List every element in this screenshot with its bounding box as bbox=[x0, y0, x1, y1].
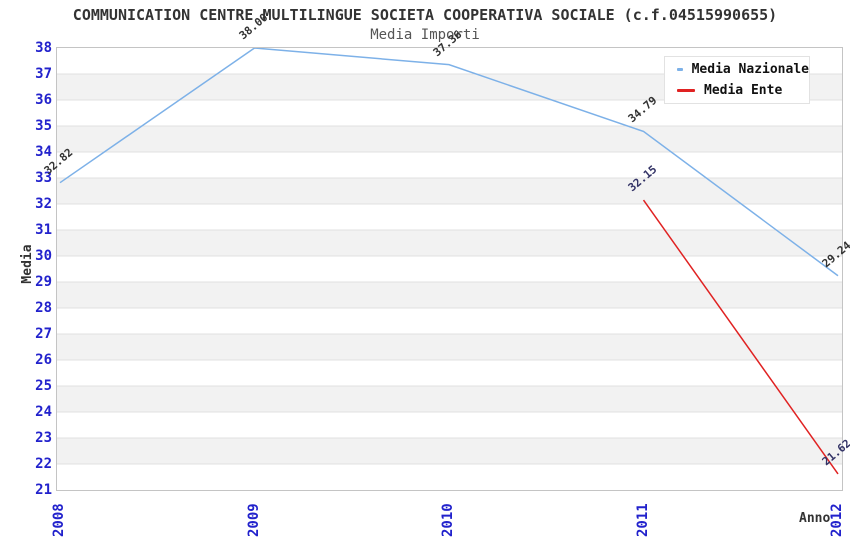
x-tick-label: 2011 bbox=[634, 503, 651, 537]
y-tick-label: 38 bbox=[35, 40, 52, 56]
y-tick-label: 23 bbox=[35, 430, 52, 446]
y-tick-label: 24 bbox=[35, 404, 52, 420]
y-tick-label: 35 bbox=[35, 118, 52, 134]
y-tick-label: 27 bbox=[35, 326, 52, 342]
x-tick-label: 2012 bbox=[829, 503, 845, 537]
x-tick-label: 2010 bbox=[440, 503, 456, 537]
plot-lines bbox=[57, 48, 842, 475]
chart-subtitle: Media Importi bbox=[370, 27, 480, 43]
y-tick-label: 26 bbox=[35, 352, 52, 368]
x-tick-label: 2008 bbox=[51, 503, 67, 537]
y-tick-label: 37 bbox=[35, 66, 52, 82]
y-tick-label: 33 bbox=[35, 170, 52, 186]
legend-label-ente: Media Ente bbox=[704, 82, 783, 98]
y-tick-label: 30 bbox=[35, 248, 52, 264]
y-tick-label: 36 bbox=[35, 92, 52, 108]
y-tick-label: 31 bbox=[35, 222, 52, 238]
series-line-media-ente bbox=[642, 199, 839, 475]
x-axis-title: Anno bbox=[799, 511, 831, 526]
y-tick-label: 22 bbox=[35, 456, 52, 472]
y-tick-label: 28 bbox=[35, 300, 52, 316]
legend-swatch-ente-icon bbox=[677, 88, 695, 92]
y-tick-label: 34 bbox=[35, 144, 52, 160]
legend-swatch-nazionale-icon bbox=[677, 68, 683, 72]
x-tick-label: 2009 bbox=[245, 503, 262, 537]
y-tick-label: 21 bbox=[35, 482, 52, 498]
legend: Media Nazionale Media Ente bbox=[664, 56, 810, 104]
legend-item-media-ente: Media Ente bbox=[677, 83, 809, 98]
legend-item-media-nazionale: Media Nazionale bbox=[677, 62, 809, 77]
series-line-media-nazionale bbox=[59, 48, 839, 277]
chart-title: COMMUNICATION CENTRE MULTILINGUE SOCIETA… bbox=[72, 6, 778, 24]
plot-area bbox=[56, 47, 843, 491]
legend-label-nazionale: Media Nazionale bbox=[691, 62, 809, 78]
y-tick-label: 32 bbox=[35, 196, 52, 212]
y-tick-label: 25 bbox=[35, 378, 52, 394]
y-tick-label: 29 bbox=[35, 274, 52, 290]
